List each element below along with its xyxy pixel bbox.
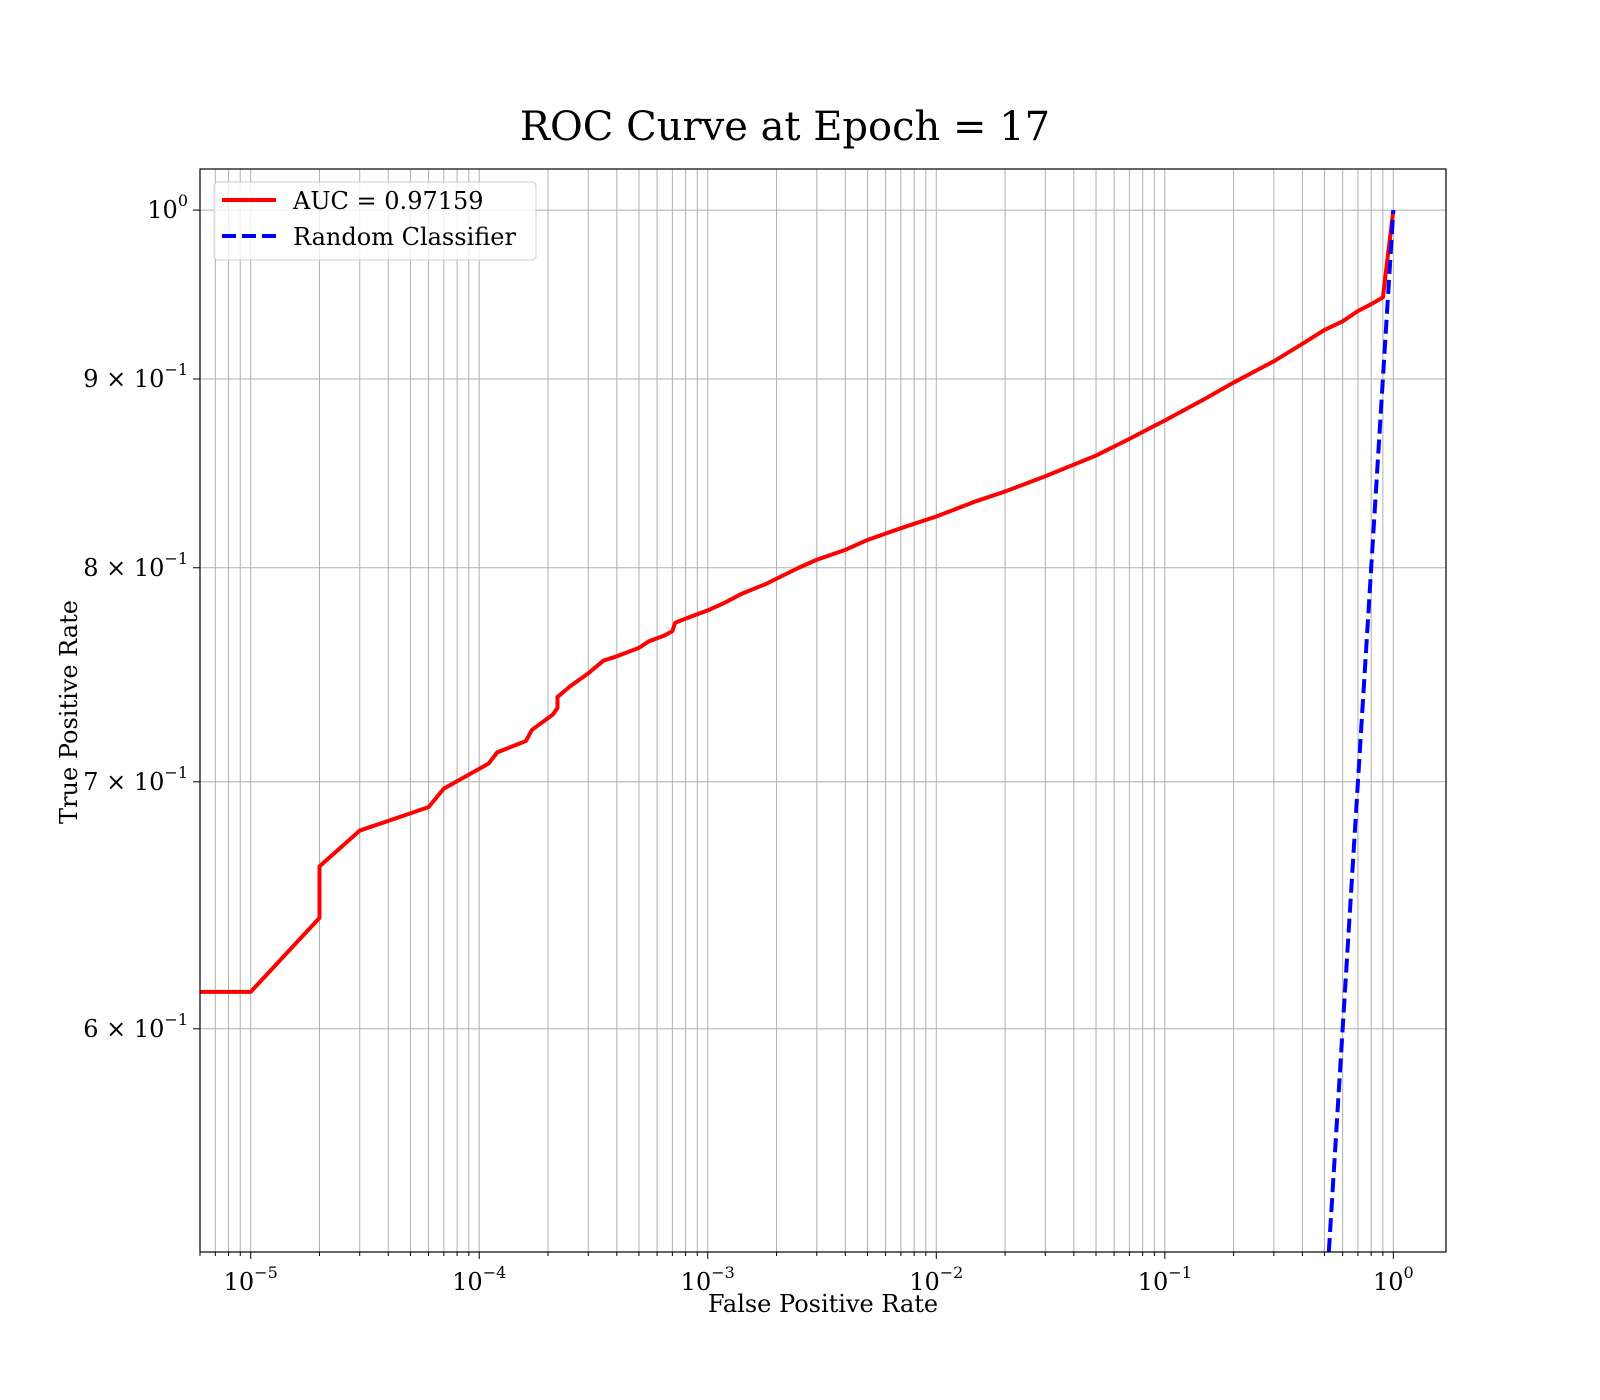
random-classifier-line <box>1326 210 1396 1253</box>
plot-frame <box>199 168 1447 1253</box>
y-tick-label: 9 × 10−1 <box>83 360 188 393</box>
y-axis-ticks: 100 9 × 10−1 8 × 10−1 7 × 10−1 6 × 10−1 <box>83 191 200 1043</box>
y-tick-label: 7 × 10−1 <box>83 763 188 796</box>
x-axis-label: False Positive Rate <box>708 1290 938 1318</box>
x-axis-ticks: 10−5 10−4 10−3 10−2 10−1 100 <box>199 1252 1414 1296</box>
y-tick-label: 8 × 10−1 <box>83 549 188 582</box>
y-axis-label: True Positive Rate <box>55 600 83 824</box>
x-tick-label: 10−4 <box>452 1263 506 1296</box>
roc-curve-line <box>200 209 1396 994</box>
legend-box <box>213 181 537 261</box>
legend-label-random: Random Classifier <box>293 223 516 251</box>
y-tick-label: 6 × 10−1 <box>83 1010 188 1043</box>
chart-title: ROC Curve at Epoch = 17 <box>520 104 1050 150</box>
legend: AUC = 0.97159 Random Classifier <box>213 181 537 261</box>
y-tick-label: 100 <box>147 191 188 224</box>
x-tick-label: 100 <box>1373 1263 1414 1296</box>
series-layer <box>200 209 1396 1253</box>
grid <box>199 169 1446 1252</box>
x-tick-label: 10−2 <box>909 1263 963 1296</box>
legend-label-auc: AUC = 0.97159 <box>292 187 484 215</box>
x-tick-label: 10−5 <box>224 1263 278 1296</box>
x-tick-label: 10−1 <box>1138 1263 1192 1296</box>
